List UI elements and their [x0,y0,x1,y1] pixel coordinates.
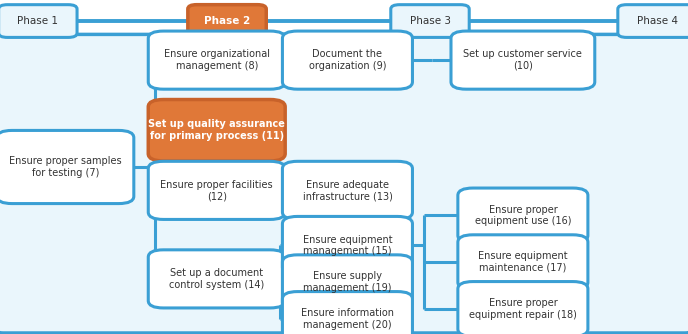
FancyBboxPatch shape [458,188,588,243]
Text: Document the
organization (9): Document the organization (9) [309,49,386,71]
Text: Ensure equipment
maintenance (17): Ensure equipment maintenance (17) [478,252,568,273]
FancyBboxPatch shape [149,100,285,161]
FancyBboxPatch shape [282,255,412,310]
Text: Ensure adequate
infrastructure (13): Ensure adequate infrastructure (13) [303,180,392,201]
Text: Ensure information
management (20): Ensure information management (20) [301,308,394,330]
Text: Ensure proper facilities
(12): Ensure proper facilities (12) [160,180,273,201]
FancyBboxPatch shape [0,5,77,37]
FancyBboxPatch shape [458,235,588,290]
Text: Set up customer service
(10): Set up customer service (10) [464,49,582,71]
Text: Phase 1: Phase 1 [17,16,58,26]
Text: Set up a document
control system (14): Set up a document control system (14) [169,268,264,290]
FancyBboxPatch shape [282,161,412,219]
Text: Phase 2: Phase 2 [204,16,250,26]
Text: Ensure proper
equipment repair (18): Ensure proper equipment repair (18) [469,298,577,320]
Text: Phase 3: Phase 3 [409,16,451,26]
Text: Ensure organizational
management (8): Ensure organizational management (8) [164,49,270,71]
FancyBboxPatch shape [451,31,594,89]
FancyBboxPatch shape [282,292,412,334]
Text: Ensure proper samples
for testing (7): Ensure proper samples for testing (7) [9,156,122,178]
FancyBboxPatch shape [282,216,412,275]
FancyBboxPatch shape [188,5,266,37]
FancyBboxPatch shape [149,31,285,89]
FancyBboxPatch shape [458,282,588,334]
FancyBboxPatch shape [0,34,688,333]
FancyBboxPatch shape [282,31,412,89]
Text: Ensure supply
management (19): Ensure supply management (19) [303,272,391,293]
FancyBboxPatch shape [149,250,285,308]
FancyBboxPatch shape [618,5,688,37]
FancyBboxPatch shape [149,161,285,219]
Text: Ensure proper
equipment use (16): Ensure proper equipment use (16) [475,205,571,226]
FancyBboxPatch shape [391,5,469,37]
FancyBboxPatch shape [0,131,133,203]
Text: Ensure equipment
management (15): Ensure equipment management (15) [303,235,392,256]
Text: Set up quality assurance
for primary process (11): Set up quality assurance for primary pro… [149,120,285,141]
Text: Phase 4: Phase 4 [636,16,678,26]
